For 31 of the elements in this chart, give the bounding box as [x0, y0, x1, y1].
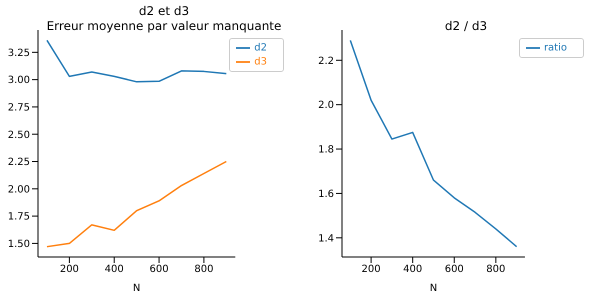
- x-axis-title: N: [132, 283, 140, 293]
- chart-title: d2 / d3: [444, 19, 488, 34]
- line-series: [46, 40, 228, 83]
- y-tick-label: 1.4: [318, 233, 334, 244]
- y-tick-label: 3.25: [8, 48, 30, 59]
- chart-title: d2 et d3 Erreur moyenne par valeur manquante: [46, 4, 282, 34]
- y-tick-label: 1.8: [318, 144, 334, 156]
- y-tick-label: 2.2: [318, 56, 334, 67]
- x-tick-label: 400: [104, 264, 124, 276]
- x-tick-label: 800: [486, 264, 506, 276]
- line-series: [350, 40, 518, 248]
- legend-label: ratio: [544, 42, 567, 54]
- legend-label: d3: [254, 56, 267, 68]
- x-tick-label: 400: [403, 264, 422, 276]
- y-tick-label: 2.00: [8, 184, 30, 196]
- y-tick-label: 2.75: [8, 102, 30, 114]
- x-tick-label: 600: [150, 264, 169, 276]
- x-tick-label: 800: [194, 264, 214, 276]
- x-tick-label: 200: [362, 264, 381, 276]
- y-tick-label: 1.6: [318, 188, 334, 200]
- y-tick-label: 2.0: [318, 100, 334, 112]
- line-series: [46, 160, 228, 248]
- x-axis-title: N: [430, 283, 438, 293]
- x-tick-label: 600: [444, 264, 464, 276]
- y-tick-label: 2.25: [8, 157, 30, 168]
- y-tick-label: 1.50: [8, 238, 30, 250]
- legend-label: d2: [254, 42, 267, 54]
- y-tick-label: 1.75: [8, 212, 30, 223]
- y-tick-label: 3.00: [8, 75, 30, 86]
- x-tick-label: 200: [60, 264, 79, 276]
- y-tick-label: 2.50: [8, 130, 30, 141]
